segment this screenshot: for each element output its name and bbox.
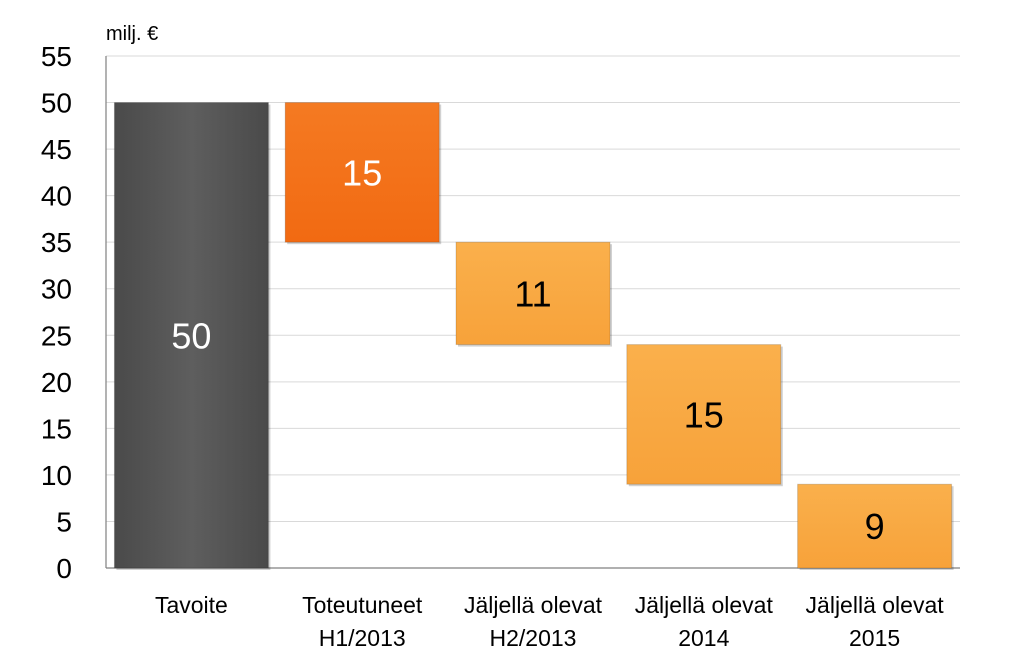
- y-tick-label: 50: [41, 88, 72, 119]
- y-tick-label: 45: [41, 134, 72, 165]
- bar: [113, 102, 269, 569]
- labels: 0 5 10 15 20 25 30 35 40 45 50 55 50 Tavoite 15 Toteutu…: [41, 41, 944, 651]
- category-label: Jäljellä olevat: [806, 592, 945, 618]
- unit-label: milj. €: [106, 23, 158, 45]
- category-label: Jäljellä olevat: [464, 592, 603, 618]
- category-label: Tavoite: [155, 592, 228, 618]
- category-label: Jäljellä olevat: [635, 592, 774, 618]
- y-tick-label: 25: [41, 320, 72, 351]
- y-tick-label: 10: [41, 460, 72, 491]
- data-label: 50: [171, 315, 211, 356]
- bars: [113, 102, 954, 570]
- y-tick-label: 5: [56, 506, 72, 537]
- bar: [626, 344, 782, 485]
- category-label: H1/2013: [319, 625, 406, 651]
- category-label: Toteutuneet: [302, 592, 423, 618]
- bar: [797, 483, 953, 569]
- y-tick-label: 55: [41, 41, 72, 72]
- category-label: 2014: [678, 625, 729, 651]
- bar: [455, 241, 611, 346]
- y-tick-label: 30: [41, 274, 72, 305]
- y-tick-label: 35: [41, 227, 72, 258]
- category-label: 2015: [849, 625, 900, 651]
- y-tick-label: 20: [41, 367, 72, 398]
- data-label: 15: [342, 152, 382, 193]
- y-tick-label: 0: [56, 553, 72, 584]
- category-label: H2/2013: [490, 625, 577, 651]
- data-label: 11: [514, 273, 551, 314]
- bar: [284, 102, 440, 243]
- data-label: 9: [865, 506, 885, 547]
- y-tick-label: 40: [41, 181, 72, 212]
- y-tick-label: 15: [41, 413, 72, 444]
- data-label: 15: [684, 394, 724, 435]
